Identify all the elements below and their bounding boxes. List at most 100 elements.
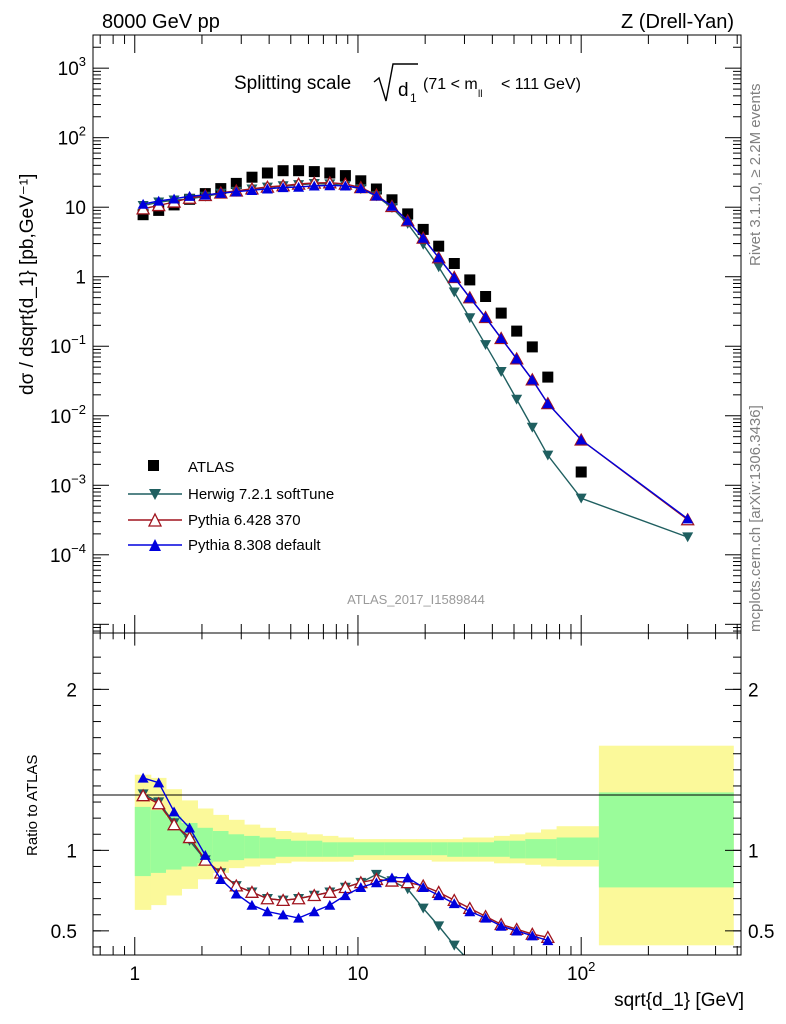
top-y-tick-label: 103 [58, 54, 86, 80]
ratio-point-pythia8 [324, 899, 336, 910]
data-point-atlas [542, 371, 554, 383]
legend-marker-herwig [149, 489, 161, 500]
data-point-pythia8 [168, 193, 180, 204]
data-point-pythia8 [215, 187, 227, 198]
uncertainty-band-stat [525, 839, 542, 859]
uncertainty-band-stat [228, 834, 245, 861]
ratio-point-pythia8 [339, 890, 351, 901]
title-cut-close: < 111 GeV) [501, 76, 581, 93]
uncertainty-band-stat [478, 842, 495, 857]
ratio-y-tick-label-right: 2 [748, 680, 759, 701]
data-point-atlas [448, 258, 460, 269]
ratio-point-pythia8 [417, 882, 429, 893]
data-point-atlas [433, 240, 445, 252]
ratio-point-pythia6 [276, 893, 291, 907]
ratio-point-pythia8 [448, 898, 460, 909]
data-point-atlas [137, 209, 149, 221]
legend-marker-atlas [148, 460, 159, 471]
data-point-herwig [542, 450, 554, 461]
uncertainty-band-stat [431, 842, 448, 856]
data-point-herwig [682, 532, 694, 543]
data-point-pythia8 [480, 312, 492, 323]
data-point-pythia8 [308, 180, 320, 191]
uncertainty-band-stat [369, 842, 386, 856]
uncertainty-band-stat [322, 842, 339, 857]
data-point-herwig [511, 394, 523, 405]
uncertainty-band-stat [259, 837, 276, 859]
data-point-atlas [417, 223, 429, 235]
data-point-atlas [495, 307, 507, 319]
ratio-point-pythia6 [322, 885, 337, 898]
data-point-atlas [293, 165, 305, 177]
uncertainty-band-stat [291, 840, 308, 857]
legend-item-herwig: Herwig 7.2.1 softTune [128, 486, 334, 503]
uncertainty-band-stat [306, 840, 323, 857]
ratio-point-pythia6 [291, 891, 306, 905]
data-point-herwig [575, 493, 587, 504]
ratio-point-pythia8 [168, 806, 180, 817]
data-point-herwig [433, 262, 445, 273]
data-point-pythia8 [511, 353, 523, 364]
ratio-point-pythia8 [137, 772, 149, 783]
x-axis-label: sqrt{d_1} [GeV] [614, 990, 744, 1011]
uncertainty-band-stat [244, 835, 261, 859]
ratio-point-pythia8 [153, 777, 165, 788]
ratio-point-pythia8 [261, 906, 273, 917]
data-point-atlas [261, 167, 273, 179]
legend-marker-pythia8 [149, 539, 161, 551]
uncertainty-band-stat [541, 839, 557, 859]
uncertainty-band-stat [462, 842, 479, 857]
data-point-pythia8 [542, 398, 554, 409]
data-point-pythia8 [526, 374, 538, 385]
header-right: Z (Drell-Yan) [621, 11, 734, 33]
uncertainty-band-stat [212, 831, 229, 862]
data-point-pythia8 [682, 513, 694, 524]
ratio-point-pythia8 [480, 912, 492, 923]
main-panel: ATLAS_2017_I1589844 Splitting scale d 1 … [17, 34, 742, 634]
data-point-pythia8 [324, 180, 336, 191]
ratio-point-pythia8 [402, 872, 414, 883]
data-point-pythia8 [246, 185, 258, 195]
legend-item-pythia6: Pythia 6.428 370 [128, 512, 301, 529]
ratio-point-pythia6 [151, 796, 166, 810]
data-point-pythia8 [433, 252, 445, 263]
data-point-pythia8 [293, 181, 305, 192]
uncertainty-band-stat [353, 842, 370, 856]
x-tick-label: 10 [347, 964, 368, 985]
uncertainty-band-stat [494, 840, 511, 857]
ratio-y-tick-label-right: 0.5 [748, 922, 774, 943]
data-point-atlas [230, 177, 242, 189]
ratio-point-pythia6 [182, 830, 197, 844]
ratio-point-pythia6 [307, 888, 322, 902]
uncertainty-band-stat [337, 842, 354, 857]
x-tick-label: 102 [567, 959, 595, 985]
ratio-point-pythia8 [230, 888, 242, 899]
data-point-pythia8 [153, 195, 165, 206]
legend: ATLAS Herwig 7.2.1 softTune Pythia 6.428… [128, 459, 334, 554]
ratio-point-pythia8 [495, 920, 507, 931]
ratio-y-axis-label: Ratio to ATLAS [24, 755, 41, 856]
legend-label-herwig: Herwig 7.2.1 softTune [188, 486, 334, 503]
ratio-point-pythia8 [511, 925, 523, 936]
data-point-pythia8 [495, 333, 507, 343]
data-point-pythia8 [199, 189, 211, 200]
data-point-atlas [511, 325, 523, 337]
bottom-frame [92, 632, 742, 956]
title-root-sub: 1 [410, 91, 417, 105]
legend-item-atlas: ATLAS [148, 459, 234, 476]
x-tick-labels: 1 10 102 [130, 959, 596, 985]
ratio-point-pythia6 [136, 788, 151, 802]
ratio-panel: 0.5 0.5 1 1 2 2 1 10 102 Ratio to ATLAS sqrt{d_… [24, 632, 774, 1011]
data-point-pythia8 [448, 272, 460, 283]
ratio-point-pythia8 [184, 822, 196, 833]
data-point-pythia8 [370, 190, 382, 201]
side-label-bottom: mcplots.cern.ch [arXiv:1306.3436] [747, 405, 764, 632]
x-tick-label: 1 [130, 964, 141, 985]
data-point-pythia8 [417, 232, 429, 243]
uncertainty-band-stat [509, 840, 526, 859]
top-y-tick-label: 10−1 [50, 332, 86, 358]
uncertainty-band-stat [134, 806, 152, 877]
side-label-top: Rivet 3.1.10, ≥ 2.2M events [747, 84, 764, 267]
data-point-herwig [495, 367, 507, 377]
